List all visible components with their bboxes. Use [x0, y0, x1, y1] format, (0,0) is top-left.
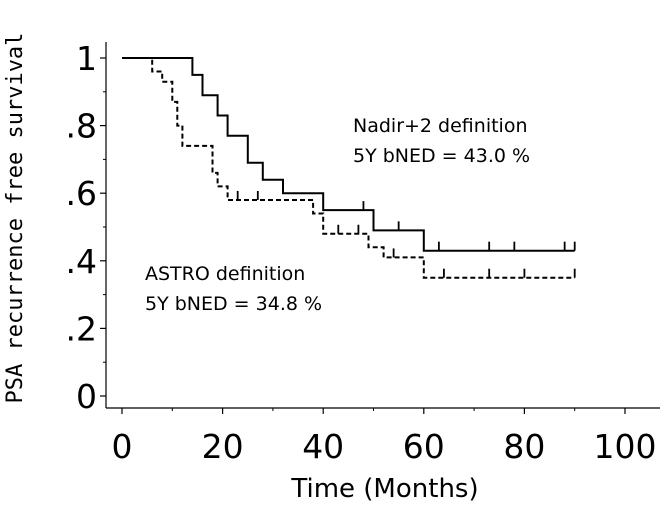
- series-layer: [122, 57, 576, 279]
- y-tick-label: .4: [66, 242, 98, 281]
- axes: 0 .2 .4 .6 .8 1 0 20 40 60 80 100: [66, 39, 660, 466]
- annotation-nadir-line-2: 5Y bNED = 43.0 %: [353, 145, 530, 167]
- y-tick-label: 0: [76, 377, 97, 416]
- y-axis-title: PSA recurrence free survival: [3, 33, 28, 404]
- x-tick-label: 0: [112, 427, 133, 466]
- y-tick-label: .2: [66, 309, 98, 348]
- x-axis-title: Time (Months): [290, 474, 478, 504]
- x-tick-label: 80: [503, 427, 545, 466]
- y-tick-label: 1: [76, 39, 97, 78]
- annotation-nadir-line-1: Nadir+2 definition: [353, 115, 528, 137]
- x-tick-label: 100: [594, 427, 657, 466]
- annotation-astro-line-2: 5Y bNED = 34.8 %: [145, 293, 322, 315]
- y-tick-label: .8: [66, 107, 98, 146]
- nadir-survival-curve: [122, 57, 575, 252]
- x-tick-label: 40: [302, 427, 344, 466]
- y-tick-label: .6: [66, 174, 98, 213]
- x-tick-label: 20: [202, 427, 244, 466]
- astro-survival-curve: [122, 57, 575, 279]
- x-tick-label: 60: [403, 427, 445, 466]
- annotation-astro-line-1: ASTRO definition: [145, 263, 305, 285]
